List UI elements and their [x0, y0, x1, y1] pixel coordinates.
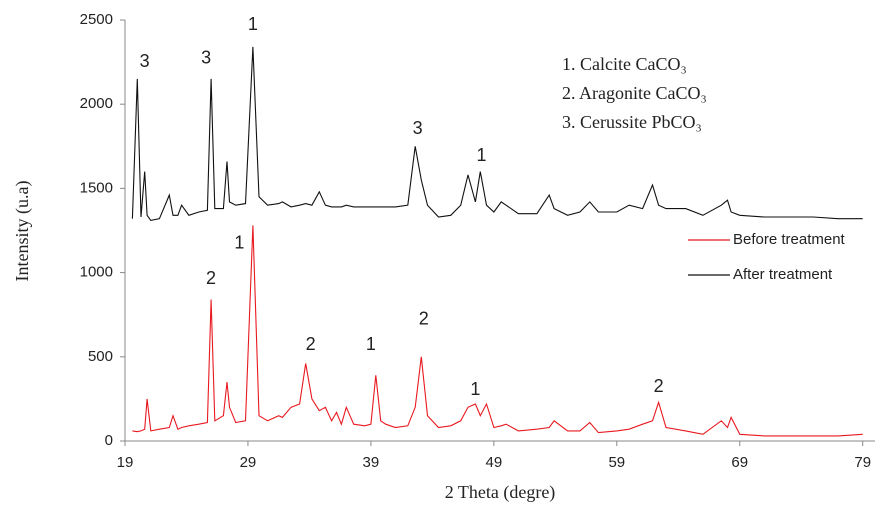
- peak-label: 3: [201, 47, 211, 67]
- peak-label: 2: [306, 334, 316, 354]
- compound-key: 3. Cerussite PbCO₃: [562, 112, 702, 132]
- x-tick-label: 39: [363, 454, 380, 471]
- data-line: [132, 225, 863, 437]
- legend-label: After treatment: [733, 266, 833, 283]
- y-tick-label: 1500: [80, 179, 113, 196]
- y-tick-label: 2000: [80, 95, 113, 112]
- y-axis-label: Intensity (u.a): [12, 181, 33, 282]
- y-tick-label: 500: [88, 348, 113, 365]
- peak-label: 1: [477, 145, 487, 165]
- x-tick-label: 29: [240, 454, 257, 471]
- compound-key: 2. Aragonite CaCO₃: [562, 83, 707, 103]
- peak-label: 1: [366, 334, 376, 354]
- x-axis-label: 2 Theta (degre): [445, 482, 556, 503]
- x-tick-label: 69: [731, 454, 748, 471]
- x-tick-label: 19: [117, 454, 134, 471]
- legend-label: Before treatment: [733, 231, 846, 248]
- peak-label: 2: [654, 376, 664, 396]
- compound-key: 1. Calcite CaCO₃: [562, 54, 687, 74]
- peak-label: 1: [470, 379, 480, 399]
- peak-label: 2: [206, 268, 216, 288]
- x-tick-label: 79: [854, 454, 871, 471]
- peak-label: 1: [234, 233, 244, 253]
- peak-label: 3: [413, 118, 423, 138]
- y-tick-label: 1000: [80, 264, 113, 281]
- y-tick-label: 2500: [80, 11, 113, 28]
- data-line: [131, 46, 863, 222]
- peak-label: 3: [140, 51, 150, 71]
- x-tick-label: 49: [486, 454, 503, 471]
- peak-label: 1: [248, 14, 258, 34]
- y-tick-label: 0: [105, 432, 113, 449]
- x-tick-label: 59: [608, 454, 625, 471]
- peak-label: 2: [419, 309, 429, 329]
